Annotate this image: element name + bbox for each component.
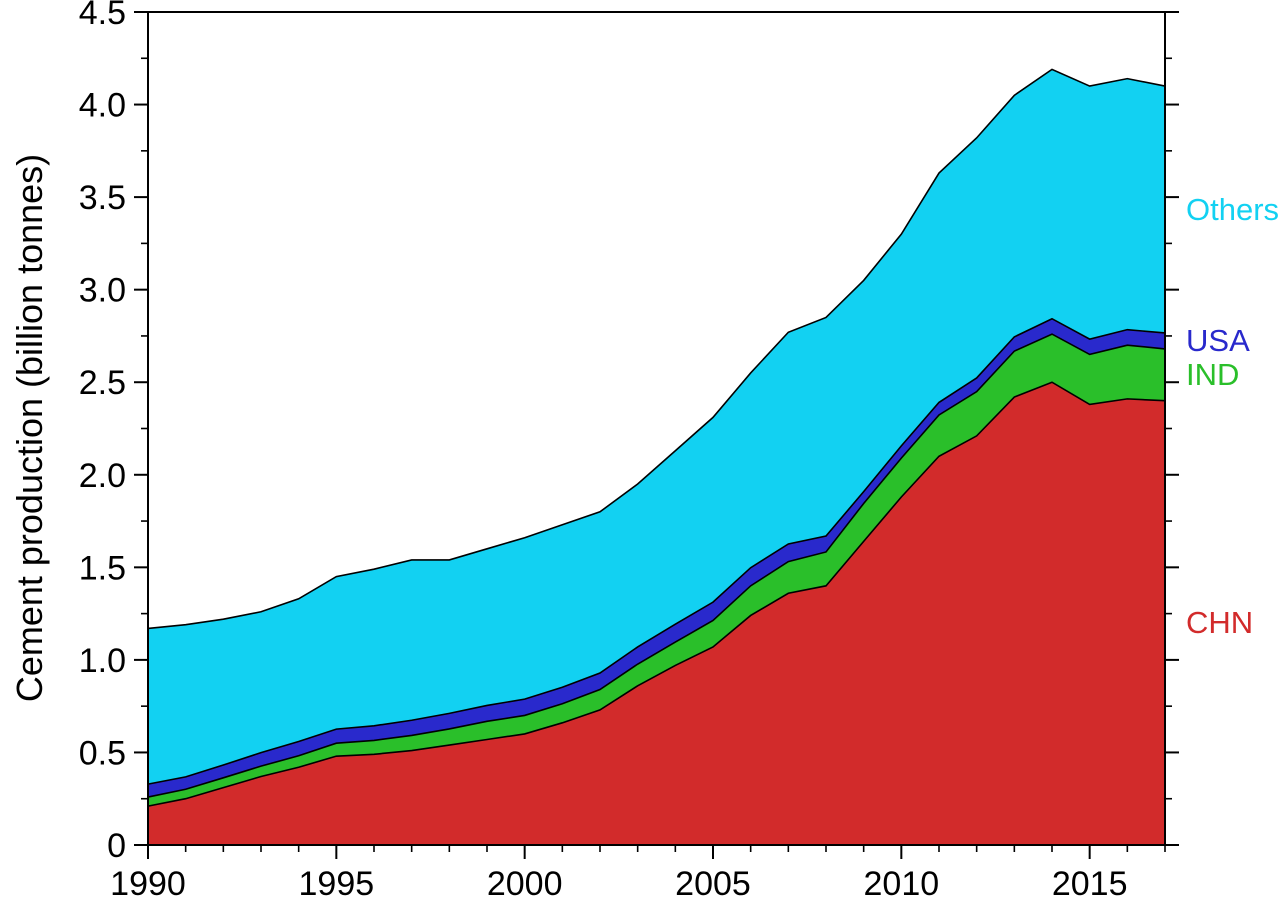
y-tick-label: 1.0 bbox=[79, 642, 126, 680]
legend-ind: IND bbox=[1186, 356, 1240, 392]
y-tick-label: 2.5 bbox=[79, 364, 126, 402]
legend-others: Others bbox=[1186, 191, 1280, 227]
y-tick-label: 2.0 bbox=[79, 457, 126, 495]
y-tick-label: 1.5 bbox=[79, 549, 126, 587]
x-tick-label: 1995 bbox=[299, 865, 375, 903]
area-chn bbox=[148, 382, 1165, 845]
y-axis-label: Cement production (billion tonnes) bbox=[9, 153, 50, 703]
y-tick-label: 3.0 bbox=[79, 272, 126, 310]
y-tick-label: 0.5 bbox=[79, 734, 126, 772]
boundary-usa bbox=[147, 317, 1166, 785]
x-tick-label: 2015 bbox=[1052, 865, 1128, 903]
y-tick-label: 4.5 bbox=[79, 0, 126, 32]
x-tick-label: 2010 bbox=[864, 865, 940, 903]
y-tick-label: 3.5 bbox=[79, 179, 126, 217]
boundary-chn bbox=[147, 381, 1166, 807]
x-tick-label: 2000 bbox=[487, 865, 563, 903]
x-tick-label: 1990 bbox=[110, 865, 186, 903]
legend-usa: USA bbox=[1186, 322, 1250, 358]
y-tick-label: 4.0 bbox=[79, 87, 126, 125]
boundary-ind bbox=[147, 333, 1166, 798]
legend-chn: CHN bbox=[1186, 604, 1254, 640]
boundary-others bbox=[147, 68, 1166, 630]
x-tick-label: 2005 bbox=[675, 865, 751, 903]
y-tick-label: 0 bbox=[107, 827, 126, 865]
